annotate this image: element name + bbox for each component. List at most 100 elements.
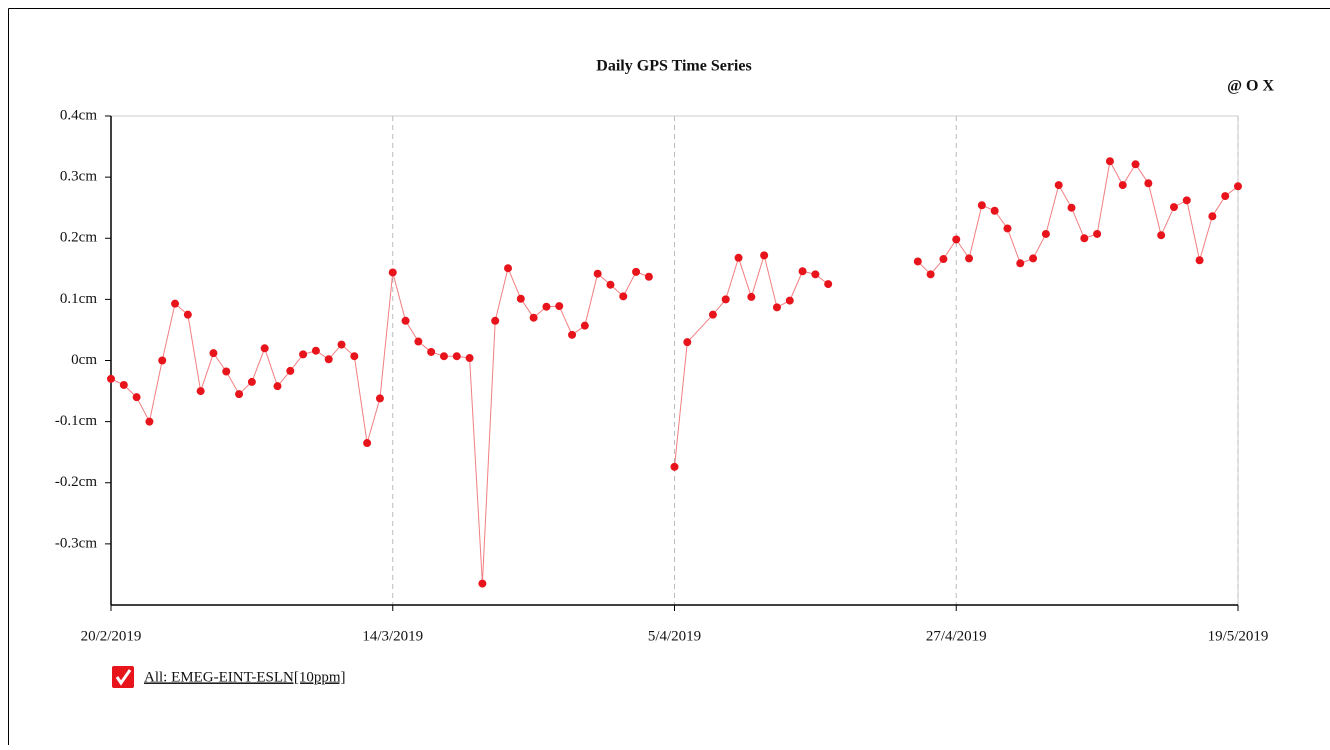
data-point	[1054, 181, 1063, 190]
x-tick-label: 19/5/2019	[1208, 628, 1269, 644]
data-point	[1169, 203, 1178, 212]
legend-checkbox[interactable]	[112, 666, 134, 688]
data-point	[568, 330, 577, 339]
data-point	[721, 295, 730, 304]
y-tick-label: -0.2cm	[55, 474, 97, 490]
x-tick-label: 14/3/2019	[362, 628, 423, 644]
data-point	[529, 313, 538, 322]
data-point	[542, 302, 551, 311]
data-point	[760, 251, 769, 260]
x-tick-label: 20/2/2019	[81, 628, 142, 644]
legend[interactable]: All: EMEG-EINT-ESLN[10ppm]	[112, 666, 346, 688]
data-point	[260, 344, 269, 353]
data-point	[593, 269, 602, 278]
data-point	[1234, 182, 1242, 191]
y-tick-label: 0cm	[71, 352, 97, 368]
data-point	[414, 337, 423, 346]
data-point	[1003, 224, 1012, 233]
data-point	[1182, 196, 1191, 205]
data-point	[1093, 229, 1102, 238]
data-point	[158, 356, 167, 365]
data-point	[1105, 157, 1114, 166]
y-tick-label: 0.3cm	[60, 169, 97, 185]
data-point	[683, 338, 692, 347]
data-point	[247, 377, 256, 386]
data-point	[171, 299, 180, 308]
data-point	[785, 296, 794, 305]
data-point	[926, 270, 935, 279]
data-point	[478, 579, 487, 588]
data-point	[427, 347, 436, 356]
x-tick-label: 5/4/2019	[648, 628, 701, 644]
y-tick-label: 0.4cm	[60, 107, 97, 123]
data-point	[1041, 229, 1050, 238]
data-point	[465, 354, 474, 363]
data-point	[1016, 259, 1025, 268]
data-point	[337, 340, 346, 349]
data-point	[209, 349, 218, 358]
data-point	[772, 303, 781, 312]
y-tick-label: -0.3cm	[55, 535, 97, 551]
data-point	[388, 268, 397, 277]
toolbar[interactable]: @ O X	[1227, 78, 1274, 95]
data-point	[452, 352, 461, 361]
data-point	[1144, 179, 1153, 188]
data-point	[1131, 160, 1140, 169]
data-point	[145, 417, 154, 426]
data-point	[734, 253, 743, 262]
data-point	[1029, 254, 1038, 263]
data-point	[952, 235, 961, 244]
data-point	[1221, 192, 1230, 201]
data-point	[632, 267, 641, 276]
data-point	[107, 374, 115, 383]
data-point	[606, 280, 615, 289]
data-point	[491, 316, 500, 325]
data-point	[132, 393, 141, 402]
data-point	[375, 394, 384, 403]
data-point	[504, 264, 513, 273]
data-point	[580, 321, 589, 330]
data-point	[235, 390, 244, 399]
data-point	[286, 366, 295, 375]
data-point	[644, 272, 653, 281]
check-icon	[115, 669, 132, 686]
data-point	[222, 367, 231, 376]
y-tick-label: 0.1cm	[60, 291, 97, 307]
data-point	[1067, 203, 1076, 212]
x-tick-label: 27/4/2019	[926, 628, 987, 644]
data-point	[324, 355, 333, 364]
data-point	[311, 346, 320, 355]
data-point	[939, 255, 948, 264]
data-point	[516, 294, 525, 303]
data-point	[990, 206, 999, 215]
y-tick-label: 0.2cm	[60, 230, 97, 246]
data-point	[183, 310, 192, 319]
data-point	[1195, 256, 1204, 265]
data-point	[273, 382, 282, 391]
data-point	[1080, 234, 1089, 243]
legend-label[interactable]: All: EMEG-EINT-ESLN[10ppm]	[144, 669, 346, 685]
data-point	[439, 352, 448, 361]
data-point	[350, 352, 359, 361]
data-point	[299, 350, 308, 359]
chart-title: Daily GPS Time Series	[596, 58, 751, 75]
data-point	[913, 257, 922, 266]
data-point	[708, 310, 717, 319]
data-point	[401, 316, 410, 325]
data-point	[619, 292, 628, 301]
data-point	[965, 254, 974, 263]
data-point	[1208, 212, 1217, 221]
data-point	[824, 280, 833, 289]
data-point	[977, 201, 986, 210]
data-point	[670, 462, 679, 471]
data-point	[555, 302, 564, 311]
data-point	[119, 380, 128, 389]
data-point	[747, 292, 756, 301]
y-tick-label: -0.1cm	[55, 413, 97, 429]
data-point	[363, 439, 372, 448]
data-point	[798, 267, 807, 276]
data-point	[1118, 181, 1127, 190]
data-point	[1157, 231, 1166, 240]
